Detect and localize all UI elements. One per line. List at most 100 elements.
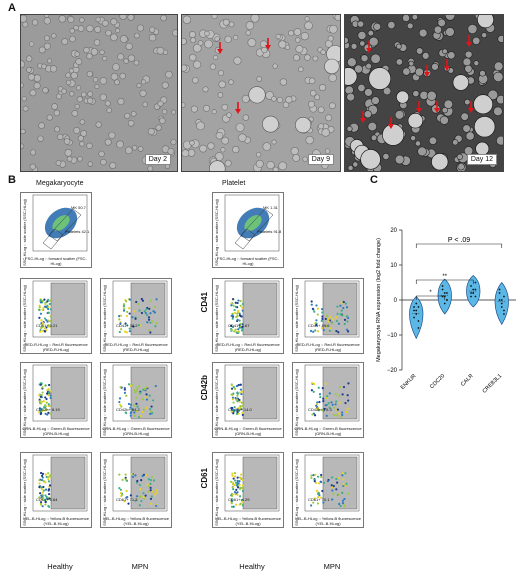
cell [192, 77, 199, 84]
cell [148, 34, 157, 42]
cell [61, 88, 67, 94]
cell [29, 89, 37, 97]
cell [396, 90, 410, 104]
cell [464, 50, 473, 59]
cell [104, 100, 111, 107]
cell [213, 54, 219, 60]
cell [256, 76, 263, 82]
data-point [470, 285, 472, 287]
y-axis-label: SSC-HLog :: side scatter (SSC-HLog) [214, 369, 219, 436]
cell [371, 96, 380, 105]
row-label-cd61: CD61 [200, 468, 209, 489]
x-axis-label: RED-R-HLog :: Red-R fluorescence (RED-R-… [24, 342, 88, 352]
data-point [500, 306, 503, 308]
data-point [443, 302, 446, 305]
cell [58, 15, 67, 23]
cell [406, 22, 414, 30]
cell [496, 95, 503, 105]
data-point [503, 313, 505, 315]
data-point [446, 292, 448, 294]
cell [460, 112, 469, 121]
cell [218, 80, 226, 89]
data-point [441, 285, 444, 287]
cell [295, 116, 312, 134]
platelet-heading: Platelet [222, 180, 246, 187]
cell [99, 93, 107, 101]
data-point [474, 281, 477, 284]
cell [290, 146, 299, 156]
cell [481, 32, 488, 39]
cell [86, 97, 94, 104]
cell [324, 148, 331, 154]
fluorescence-plot: GRN-B-HLog :: Green-B fluorescence (GRN-… [100, 362, 172, 438]
cell [275, 33, 281, 40]
cell [69, 35, 76, 43]
cell [98, 150, 105, 158]
platelet-gate-label: Platelets 42.1 [65, 229, 90, 234]
cell [233, 56, 242, 65]
cell [117, 53, 125, 61]
cell [443, 99, 454, 109]
y-axis-label: SSC-HLog :: side scatter (SSC-HLog) [102, 285, 107, 352]
cell [414, 67, 424, 77]
cell [114, 79, 120, 86]
red-arrow-icon [416, 101, 422, 113]
data-point [417, 320, 420, 322]
cell [346, 125, 353, 132]
cell [395, 58, 403, 66]
mk-gate-label: MK 50.7 [71, 205, 86, 210]
cell [123, 58, 129, 64]
data-point [472, 288, 475, 291]
cell [172, 29, 177, 37]
cell [431, 62, 439, 71]
y-axis-label: SSC-HLog :: side scatter (SSC-HLog) [294, 369, 299, 436]
y-axis-label: SSC-HLog :: side scatter (SSC-HLog) [22, 199, 27, 266]
fluorescence-plot: GRN-B-HLog :: Green-B fluorescence (GRN-… [20, 362, 92, 438]
cell [224, 35, 232, 43]
significance-label: ** [442, 274, 447, 280]
cell [53, 109, 61, 117]
fsc-ssc-plot: FSC-HLog :: forward scatter (FSC-HLog) SS… [20, 192, 92, 268]
category-label: ENKUR [400, 373, 418, 391]
data-point [500, 299, 503, 301]
cell [21, 60, 26, 69]
data-point [472, 292, 475, 294]
cell [116, 140, 124, 149]
cell [278, 161, 288, 171]
cell [238, 133, 247, 142]
cell [65, 72, 71, 79]
cell [106, 107, 113, 114]
cell [55, 160, 62, 166]
cell [170, 139, 177, 146]
x-axis-label: GRN-B-HLog :: Green-B fluorescence (GRN-… [294, 426, 362, 436]
cell [29, 163, 36, 170]
y-tick-label: −10 [387, 333, 398, 339]
cell [30, 149, 37, 156]
cell [43, 15, 50, 18]
mk-gate-label: MK 1.31 [263, 205, 278, 210]
y-axis-label: SSC-HLog :: side scatter (SSC-HLog) [214, 459, 219, 526]
cell [357, 31, 367, 40]
y-axis-label: SSC-HLog :: side scatter (SSC-HLog) [294, 459, 299, 526]
x-axis-label: FSC-HLog :: forward scatter (FSC-HLog) [217, 256, 279, 266]
cell [233, 35, 239, 41]
day-label-9: Day 9 [307, 154, 334, 165]
cell [70, 71, 78, 80]
cell [250, 15, 260, 23]
cell [31, 19, 39, 26]
cell [479, 69, 486, 77]
row-label-cd41: CD41 [200, 292, 209, 313]
cell [474, 116, 496, 138]
cell [207, 142, 215, 150]
cell [304, 54, 311, 61]
cell [189, 53, 197, 62]
cell [130, 111, 137, 117]
cell [79, 141, 85, 147]
y-axis-label: SSC-HLog :: side scatter (SSC-HLog) [214, 285, 219, 352]
data-point [498, 288, 501, 291]
data-point [413, 306, 415, 308]
y-axis-label: Megakaryocyte RNA expression (log2 fold … [376, 238, 382, 362]
micrograph-day9: Day 9 [181, 14, 341, 172]
cell [402, 67, 411, 76]
cell [431, 153, 449, 171]
